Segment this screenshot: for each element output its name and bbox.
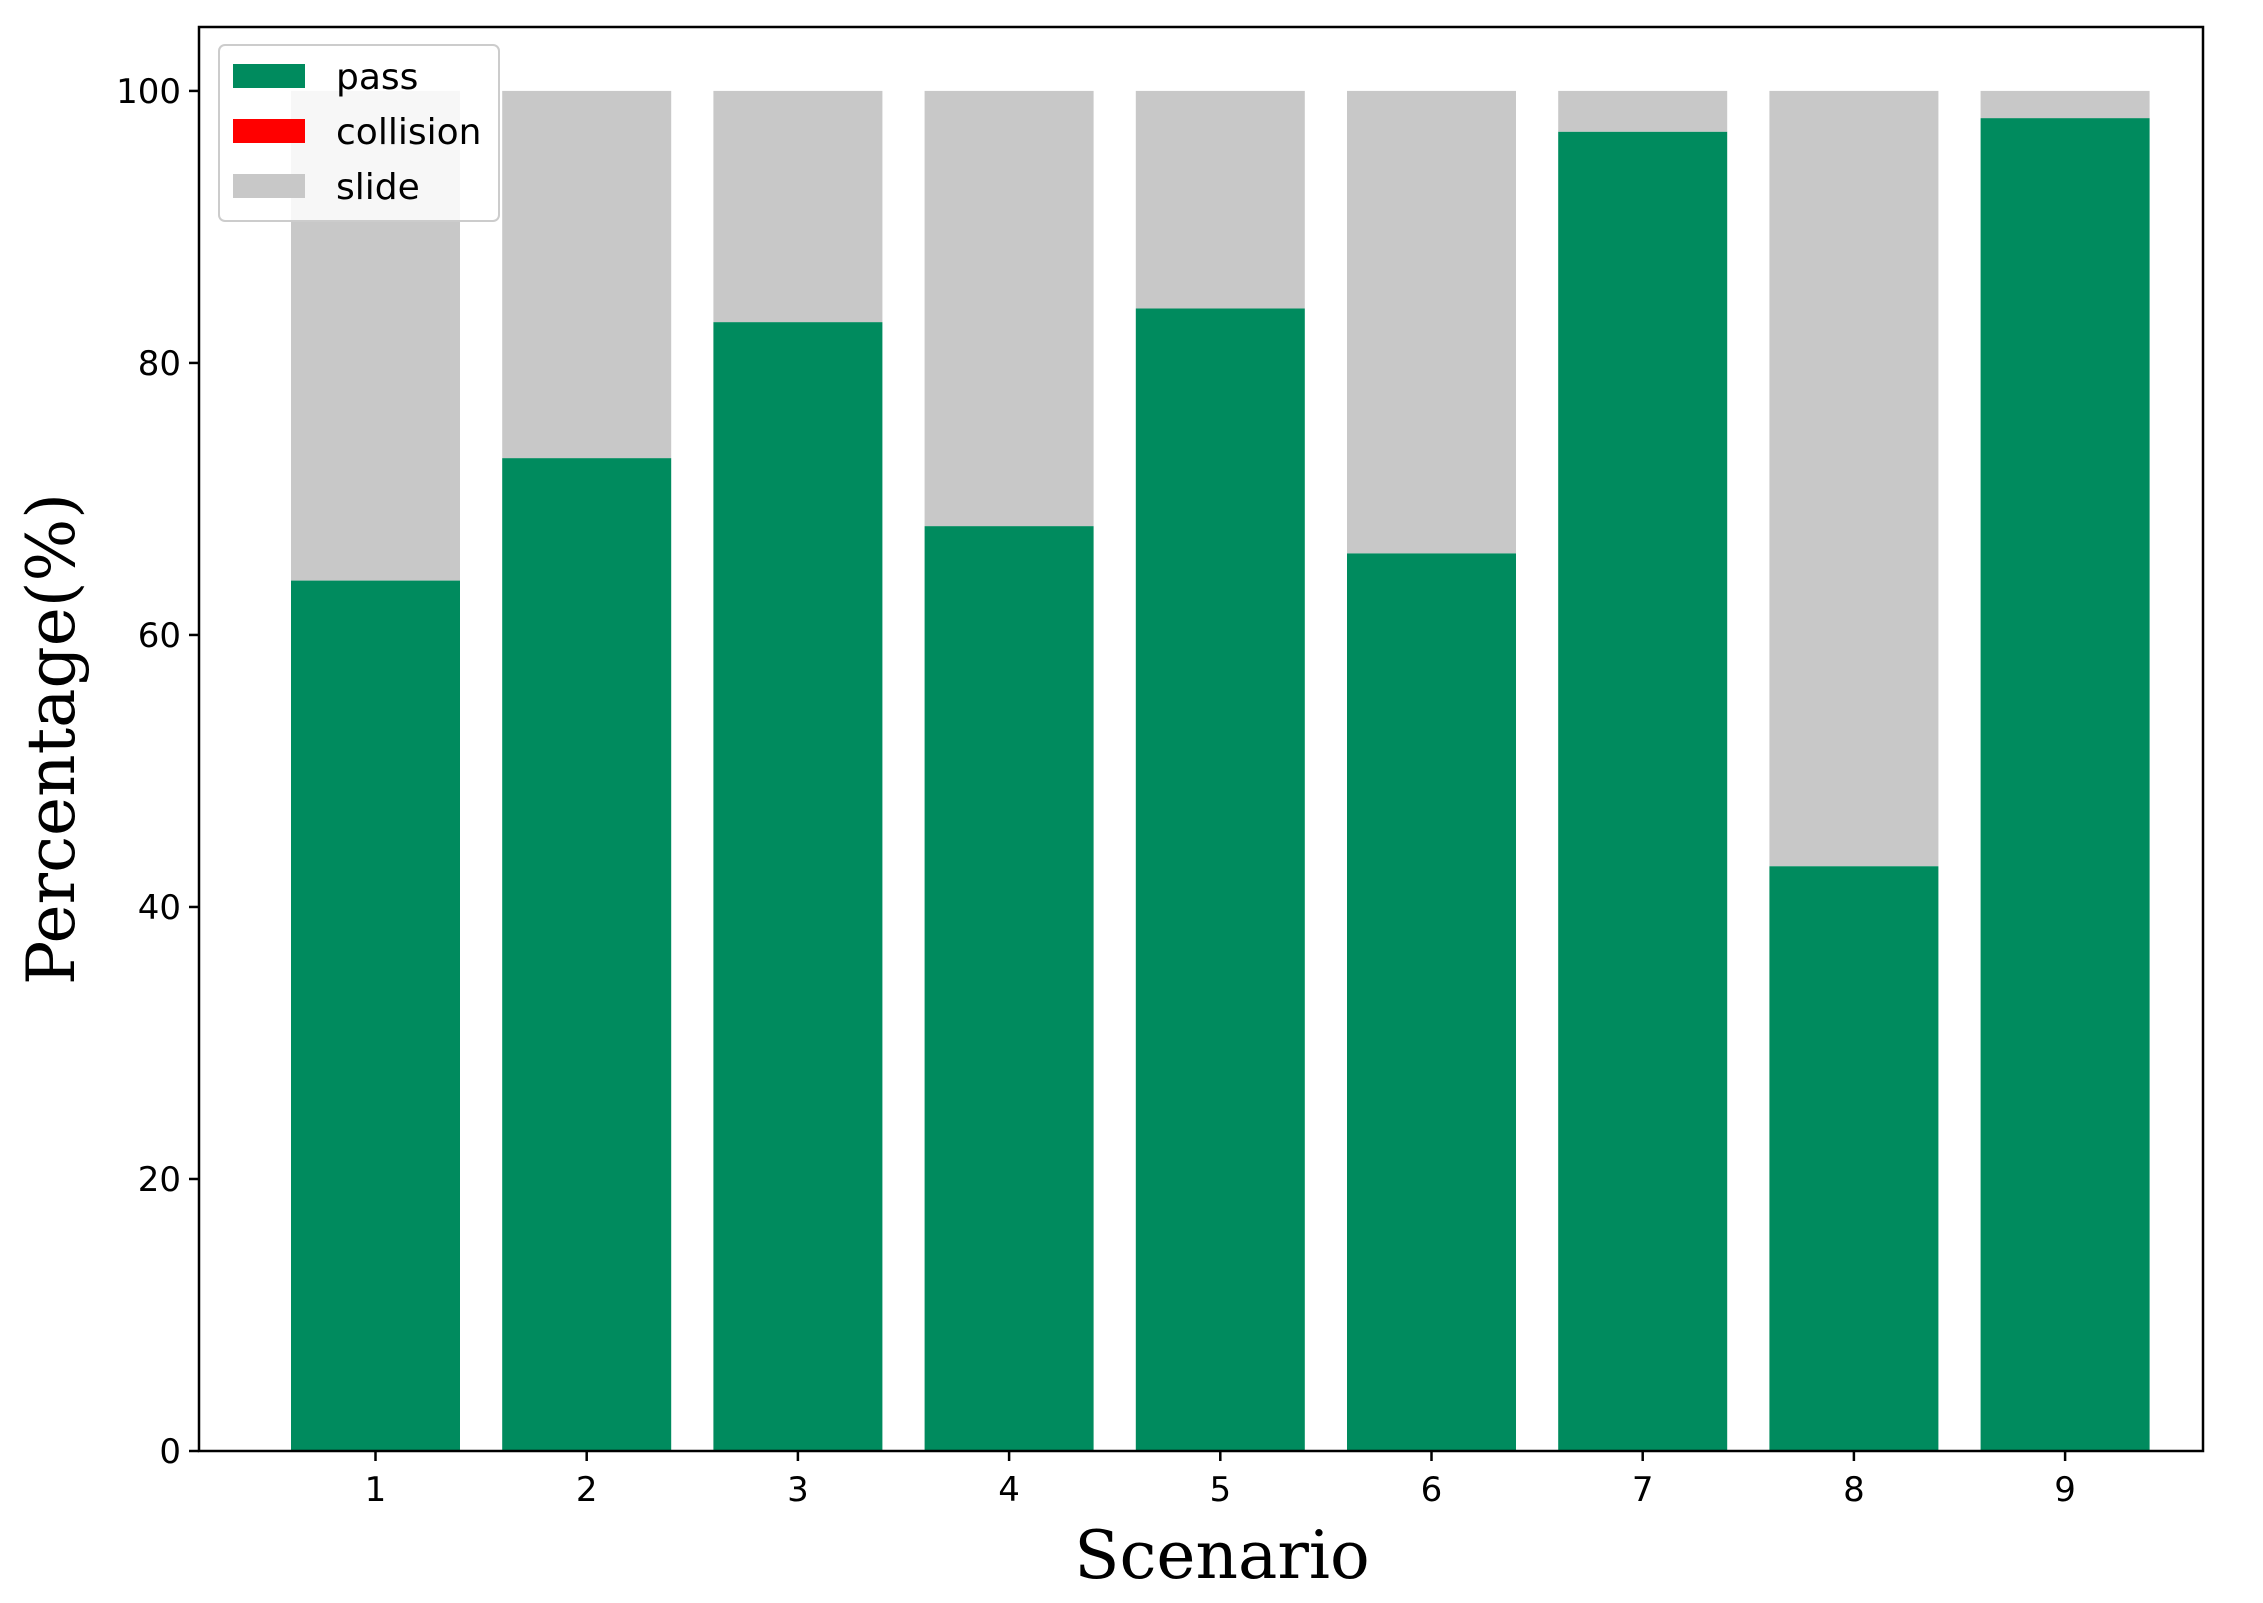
x-tick-label-7: 7 bbox=[1632, 1470, 1654, 1510]
x-tick-label-5: 5 bbox=[1209, 1470, 1231, 1510]
x-tick-label-4: 4 bbox=[998, 1470, 1020, 1510]
x-tick-label-8: 8 bbox=[1843, 1470, 1865, 1510]
bar-pass-5 bbox=[1135, 308, 1305, 1451]
legend-label-collision: collision bbox=[336, 112, 481, 153]
bar-slide-6 bbox=[1347, 90, 1516, 554]
x-tick-label-6: 6 bbox=[1421, 1470, 1443, 1510]
y-tick-label-20: 20 bbox=[138, 1160, 181, 1200]
bar-slide-7 bbox=[1558, 90, 1728, 132]
x-tick-label-9: 9 bbox=[2054, 1470, 2076, 1510]
y-tick-label-0: 0 bbox=[159, 1432, 181, 1472]
legend-swatch-pass bbox=[233, 64, 305, 88]
y-tick-label-40: 40 bbox=[138, 888, 181, 928]
y-axis-ticks: 0 20 40 60 80 100 bbox=[116, 72, 199, 1472]
y-axis-title: Percentage(%) bbox=[13, 493, 90, 985]
y-tick-label-80: 80 bbox=[138, 344, 181, 384]
x-tick-label-1: 1 bbox=[365, 1470, 387, 1510]
y-tick-label-100: 100 bbox=[116, 72, 181, 112]
bar-pass-9 bbox=[1980, 118, 2150, 1452]
y-tick-label-60: 60 bbox=[138, 616, 181, 656]
x-axis-title: Scenario bbox=[1074, 1517, 1370, 1594]
bar-slide-5 bbox=[1135, 90, 1305, 309]
legend-swatch-collision bbox=[233, 119, 305, 143]
legend-label-slide: slide bbox=[336, 167, 420, 208]
bar-slide-4 bbox=[924, 90, 1094, 527]
bar-pass-6 bbox=[1347, 553, 1516, 1451]
plot-frame bbox=[197, 25, 2205, 1453]
legend: pass collision slide bbox=[218, 44, 500, 222]
bar-slide-8 bbox=[1769, 90, 1939, 867]
bars-layer bbox=[291, 90, 2150, 1452]
bar-pass-7 bbox=[1558, 131, 1728, 1452]
bar-pass-1 bbox=[291, 580, 460, 1451]
bar-slide-3 bbox=[713, 90, 883, 323]
bar-pass-3 bbox=[713, 322, 883, 1452]
x-axis-ticks: 1 2 3 4 5 6 7 8 9 bbox=[365, 1451, 2076, 1510]
bar-slide-2 bbox=[502, 90, 672, 459]
legend-label-pass: pass bbox=[336, 57, 418, 98]
bar-pass-8 bbox=[1769, 866, 1939, 1451]
x-tick-label-2: 2 bbox=[576, 1470, 598, 1510]
bar-slide-9 bbox=[1980, 90, 2150, 119]
bar-pass-2 bbox=[502, 458, 672, 1452]
legend-swatch-slide bbox=[233, 174, 305, 198]
bar-pass-4 bbox=[924, 526, 1094, 1451]
x-tick-label-3: 3 bbox=[787, 1470, 809, 1510]
